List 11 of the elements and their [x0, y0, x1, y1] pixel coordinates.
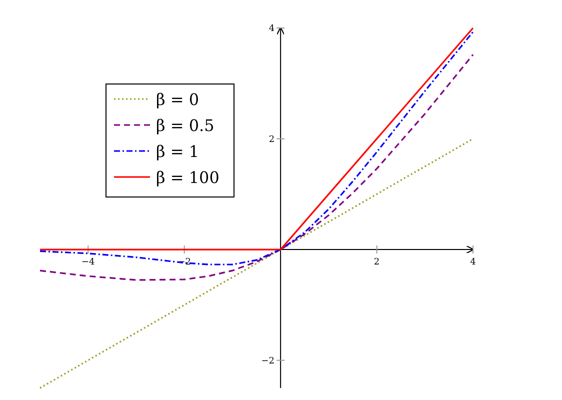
legend-label: β = 1: [156, 142, 200, 161]
legend-label: β = 0: [156, 90, 200, 109]
x-tick-label: 4: [470, 258, 476, 268]
line-series: [39, 54, 474, 281]
legend-label: β = 100: [156, 168, 220, 187]
x-tick-label: 2: [374, 258, 380, 268]
y-tick-label: 4: [268, 24, 275, 34]
x-tick-label: −4: [81, 258, 96, 268]
y-tick-label: 2: [268, 134, 275, 145]
y-tick-label: −2: [261, 356, 275, 366]
legend-label: β = 0.5: [156, 116, 214, 135]
